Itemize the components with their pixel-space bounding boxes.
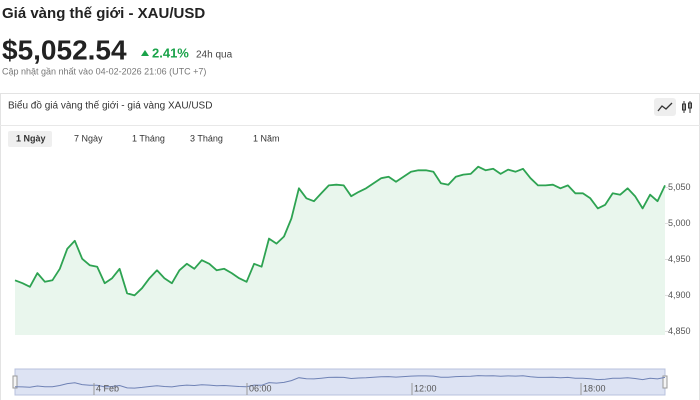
- line: [14, 165, 666, 297]
- navigator-label: 18:00: [583, 383, 606, 393]
- navigator-handle[interactable]: [12, 375, 18, 389]
- navigator-handle[interactable]: [662, 375, 668, 389]
- tab[interactable]: 1 Tháng: [132, 133, 165, 143]
- price: $5,052.54: [2, 34, 127, 65]
- navigator-label: 12:00: [414, 383, 437, 393]
- y-tick-label: 5,050: [668, 182, 691, 192]
- navigator-line: [14, 375, 666, 389]
- navigator-label: 06:00: [249, 383, 272, 393]
- y-tick-label: 4,850: [668, 326, 691, 336]
- up-arrow: [141, 50, 149, 56]
- y-tick-label: 4,900: [668, 290, 691, 300]
- page-title: Giá vàng thế giới - XAU/USD: [2, 5, 205, 22]
- area: [15, 166, 665, 335]
- change: 2.41%: [152, 45, 189, 60]
- navigator-label: 4 Feb: [96, 383, 119, 393]
- tab[interactable]: 1 Ngày: [16, 133, 46, 143]
- navigator[interactable]: [14, 368, 666, 396]
- tab[interactable]: 3 Tháng: [190, 133, 223, 143]
- change-period: 24h qua: [196, 50, 233, 61]
- panel-title: Biểu đồ giá vàng thế giới - giá vàng XAU…: [8, 100, 212, 112]
- tab-active-bg: [8, 131, 52, 147]
- updated: Cập nhật gần nhất vào 04-02-2026 21:06 (…: [2, 66, 206, 76]
- tab[interactable]: 1 Năm: [253, 133, 280, 143]
- y-tick-label: 4,950: [668, 254, 691, 264]
- line-icon-button[interactable]: [654, 98, 676, 116]
- candle-icon[interactable]: [682, 101, 692, 113]
- line-icon: [657, 102, 673, 112]
- tab[interactable]: 7 Ngày: [74, 133, 103, 143]
- y-tick-label: 5,000: [668, 218, 691, 228]
